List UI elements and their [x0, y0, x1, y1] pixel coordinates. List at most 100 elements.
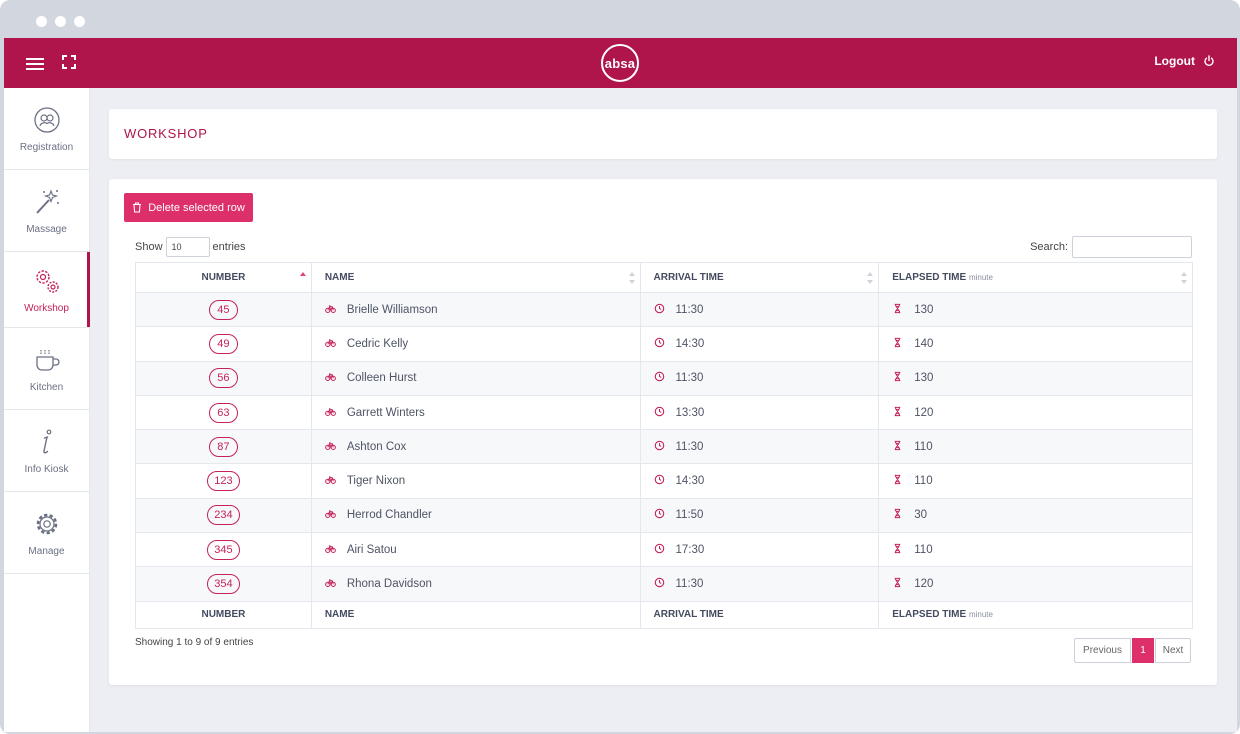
fullscreen-icon[interactable] — [62, 55, 76, 69]
number-badge[interactable]: 354 — [207, 574, 240, 595]
number-cell: 87 — [135, 429, 312, 465]
bicycle-icon — [324, 577, 339, 591]
previous-page-button[interactable]: Previous — [1074, 638, 1131, 663]
arrival-time-cell: 11:30 — [640, 292, 880, 328]
name-cell: Airi Satou — [311, 532, 641, 568]
column-header-name[interactable]: NAME — [311, 262, 641, 293]
search-control: Search: — [1030, 236, 1192, 258]
elapsed-time-cell: 140 — [878, 326, 1193, 362]
sidebar-item-massage[interactable]: Massage — [4, 170, 89, 252]
name-text: Airi Satou — [346, 543, 397, 556]
hourglass-icon — [892, 508, 906, 522]
number-cell: 49 — [135, 326, 312, 362]
hourglass-icon — [892, 337, 906, 351]
bicycle-icon — [324, 337, 339, 351]
hourglass-icon — [892, 371, 906, 385]
hamburger-icon[interactable] — [26, 55, 44, 71]
number-cell: 56 — [135, 361, 312, 396]
number-badge[interactable]: 49 — [208, 333, 238, 354]
sort-asc-icon — [299, 272, 306, 284]
arrival-time-cell: 11:30 — [640, 429, 880, 465]
clock-icon — [654, 440, 668, 454]
logout-button[interactable]: Logout — [1154, 54, 1215, 68]
arrival-time-text: 13:30 — [675, 406, 705, 419]
clock-icon — [654, 508, 668, 522]
elapsed-time-cell: 130 — [878, 292, 1193, 328]
page-length-select[interactable]: 10 — [165, 237, 210, 257]
clock-icon — [654, 337, 668, 351]
arrival-time-cell: 11:50 — [640, 498, 880, 534]
name-cell: Garrett Winters — [311, 395, 641, 431]
app-window: absa Logout Registration Massage Worksho… — [4, 38, 1237, 732]
footer-elapsed-time: ELAPSED TIME minute — [878, 601, 1193, 629]
table-row[interactable]: 63 Garrett Winters 13:30 120 — [135, 395, 1193, 431]
arrival-time-text: 14:30 — [675, 337, 705, 350]
clock-icon — [654, 303, 668, 317]
pagination: Previous 1 Next — [1074, 638, 1191, 663]
elapsed-time-text: 140 — [914, 337, 934, 350]
page-header-card: WORKSHOP — [109, 109, 1217, 159]
sidebar-item-info-kiosk[interactable]: Info Kiosk — [4, 410, 89, 492]
hourglass-icon — [892, 474, 906, 488]
table-row[interactable]: 87 Ashton Cox 11:30 110 — [135, 429, 1193, 465]
table-row[interactable]: 49 Cedric Kelly 14:30 140 — [135, 326, 1193, 362]
hourglass-icon — [892, 577, 906, 591]
elapsed-time-text: 30 — [914, 509, 928, 522]
table-row[interactable]: 56 Colleen Hurst 11:30 130 — [135, 361, 1193, 396]
arrival-time-cell: 11:30 — [640, 361, 880, 396]
number-badge[interactable]: 123 — [207, 471, 240, 492]
delete-selected-row-button[interactable]: Delete selected row — [124, 193, 253, 222]
arrival-time-text: 11:50 — [675, 509, 704, 522]
info-icon — [42, 429, 51, 453]
column-header-elapsed-time[interactable]: ELAPSED TIME minute — [878, 262, 1193, 293]
table-row[interactable]: 123 Tiger Nixon 14:30 110 — [135, 463, 1193, 499]
sort-icon — [628, 272, 635, 284]
column-header-arrival-time[interactable]: ARRIVAL TIME — [640, 262, 880, 293]
elapsed-time-text: 120 — [914, 406, 934, 419]
number-badge[interactable]: 345 — [207, 539, 240, 560]
header-label: NAME — [324, 272, 355, 283]
table-row[interactable]: 345 Airi Satou 17:30 110 — [135, 532, 1193, 568]
number-badge[interactable]: 45 — [208, 299, 238, 320]
arrival-time-cell: 13:30 — [640, 395, 880, 431]
sidebar-item-registration[interactable]: Registration — [4, 88, 89, 170]
name-cell: Rhona Davidson — [311, 566, 641, 602]
search-input[interactable] — [1072, 236, 1192, 258]
sidebar-item-manage[interactable]: Manage — [4, 492, 89, 574]
page-1-button[interactable]: 1 — [1132, 638, 1154, 663]
elapsed-time-cell: 110 — [878, 532, 1193, 568]
number-badge[interactable]: 56 — [208, 368, 238, 389]
next-page-button[interactable]: Next — [1155, 638, 1191, 663]
number-cell: 45 — [135, 292, 312, 328]
elapsed-time-text: 130 — [914, 372, 934, 385]
table-row[interactable]: 45 Brielle Williamson 11:30 130 — [135, 292, 1193, 328]
page-length-control: Show 10 entries — [135, 237, 246, 257]
footer-name: NAME — [311, 601, 641, 629]
sidebar-item-workshop[interactable]: Workshop — [4, 252, 90, 328]
coffee-cup-icon — [35, 349, 60, 371]
number-badge[interactable]: 63 — [208, 402, 238, 423]
table-row[interactable]: 234 Herrod Chandler 11:50 30 — [135, 498, 1193, 534]
name-cell: Ashton Cox — [311, 429, 641, 465]
number-badge[interactable]: 87 — [208, 436, 238, 457]
gear-icon — [36, 513, 57, 534]
table-row[interactable]: 354 Rhona Davidson 11:30 120 — [135, 566, 1193, 602]
sidebar-item-kitchen[interactable]: Kitchen — [4, 328, 89, 410]
unit-label: minute — [968, 273, 993, 282]
bicycle-icon — [324, 508, 339, 522]
name-cell: Herrod Chandler — [311, 498, 641, 534]
elapsed-time-text: 110 — [914, 543, 933, 556]
name-text: Brielle Williamson — [346, 303, 438, 316]
name-text: Tiger Nixon — [346, 475, 406, 488]
unit-label: minute — [968, 610, 993, 620]
number-badge[interactable]: 234 — [207, 505, 240, 526]
arrival-time-cell: 14:30 — [640, 463, 880, 499]
footer-number: NUMBER — [135, 601, 312, 629]
column-header-number[interactable]: NUMBER — [135, 262, 312, 293]
top-bar: absa Logout — [4, 38, 1237, 88]
search-label: Search: — [1030, 241, 1068, 253]
clock-icon — [654, 474, 668, 488]
arrival-time-text: 17:30 — [675, 543, 705, 556]
arrival-time-cell: 17:30 — [640, 532, 880, 568]
